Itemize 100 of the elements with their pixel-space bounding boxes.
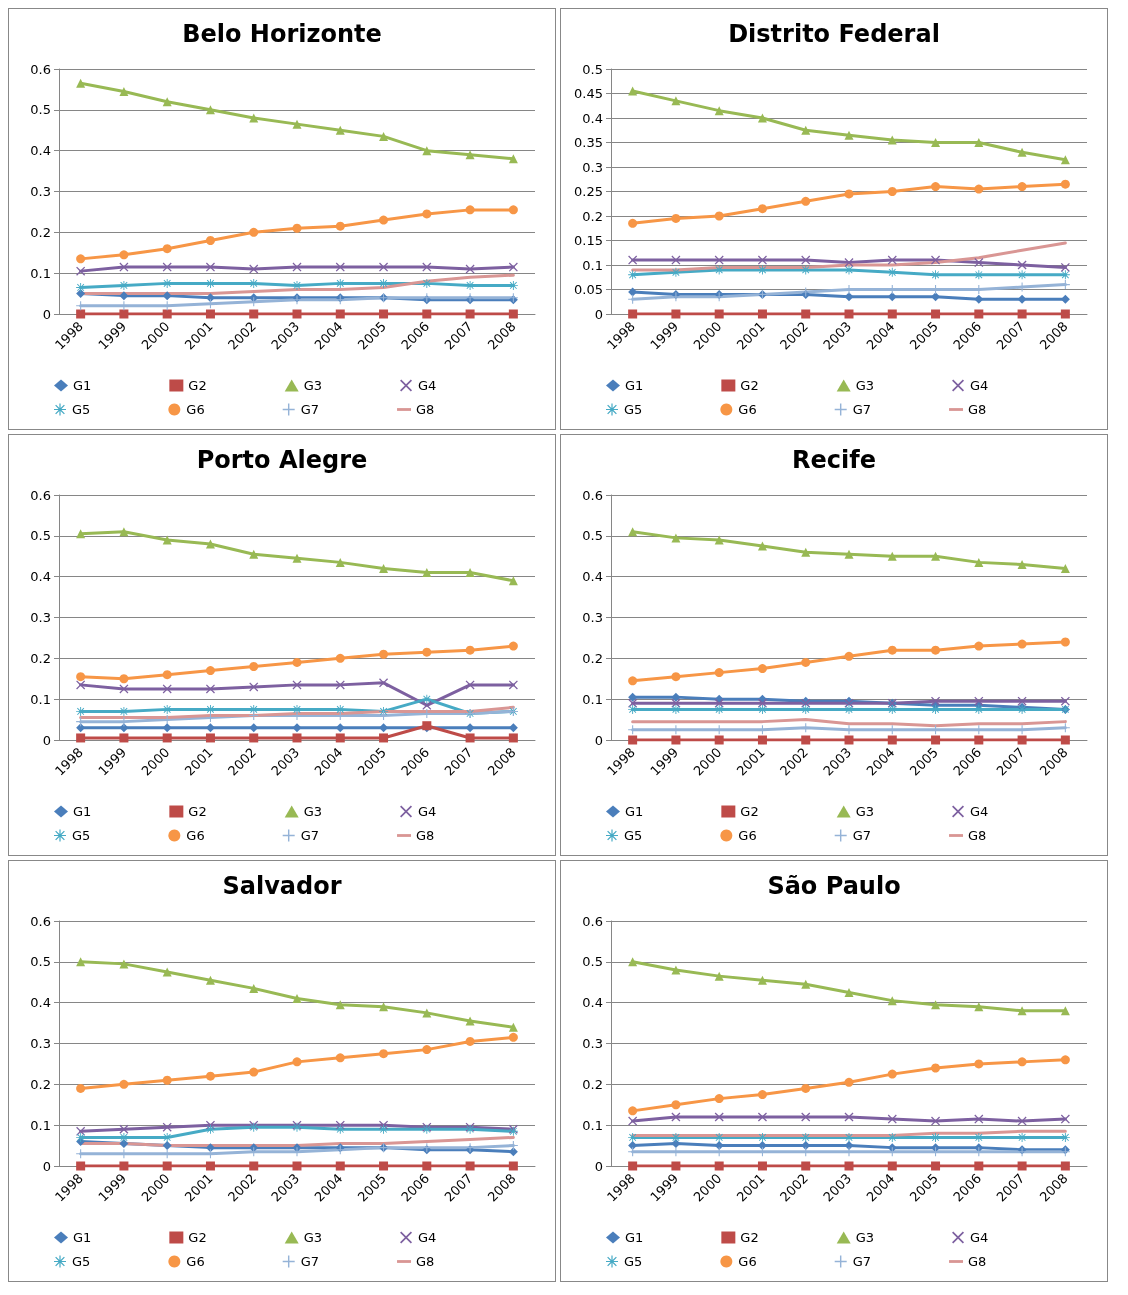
- y-tick-label: 0.1: [30, 1117, 51, 1133]
- chart-title: São Paulo: [767, 872, 901, 900]
- legend-label: G5: [72, 402, 91, 417]
- legend-label: G6: [738, 1254, 757, 1269]
- legend-label: G1: [625, 378, 644, 393]
- y-tick-label: 0.3: [30, 184, 51, 199]
- y-tick-label: 0.1: [582, 257, 603, 273]
- y-tick-label: 0.4: [582, 995, 603, 1011]
- legend-label: G3: [855, 378, 875, 393]
- legend-label: G1: [73, 804, 92, 819]
- y-tick-label: 0.3: [582, 1036, 603, 1051]
- y-tick-label: 0.2: [582, 208, 603, 224]
- legend-label: G6: [738, 828, 757, 843]
- y-tick-label: 0.1: [30, 691, 51, 707]
- legend-label: G8: [416, 402, 435, 417]
- legend-label: G6: [186, 1254, 205, 1269]
- legend-label: G6: [186, 828, 205, 843]
- y-tick-label: 0.3: [582, 610, 603, 625]
- y-tick-label: 0.25: [574, 184, 603, 199]
- chart-title: Salvador: [222, 872, 342, 900]
- legend-label: G7: [852, 402, 872, 417]
- legend-label: G2: [740, 378, 759, 393]
- legend-label: G4: [418, 804, 437, 819]
- y-tick-label: 0.3: [30, 1036, 51, 1051]
- y-tick-label: 0.2: [582, 650, 603, 666]
- y-tick-label: 0: [594, 732, 603, 748]
- y-tick-label: 0.6: [30, 913, 51, 929]
- legend-label: G5: [624, 402, 643, 417]
- y-tick-label: 0.3: [30, 610, 51, 625]
- y-tick-label: 0.6: [582, 487, 603, 503]
- legend-label: G4: [970, 1230, 989, 1245]
- y-tick-label: 0.1: [582, 691, 603, 707]
- y-tick-label: 0.6: [30, 487, 51, 503]
- legend-label: G1: [625, 1230, 644, 1245]
- y-tick-label: 0.3: [582, 159, 603, 175]
- y-tick-label: 0: [42, 306, 51, 322]
- legend-label: G1: [73, 378, 92, 393]
- y-tick-label: 0.2: [30, 224, 51, 240]
- legend-label: G2: [188, 378, 207, 393]
- y-tick-label: 0.5: [30, 102, 51, 118]
- chart-title: Distrito Federal: [728, 20, 940, 48]
- legend-label: G7: [300, 828, 320, 843]
- chart-title: Recife: [792, 446, 876, 474]
- y-tick-label: 0: [594, 1158, 603, 1174]
- y-tick-label: 0.2: [30, 650, 51, 666]
- y-tick-label: 0.45: [574, 86, 603, 101]
- y-tick-label: 0.6: [30, 61, 51, 77]
- y-tick-label: 0.15: [574, 233, 603, 248]
- legend-label: G5: [624, 828, 643, 843]
- legend-label: G7: [852, 1254, 872, 1269]
- y-tick-label: 0.4: [582, 110, 603, 126]
- legend-label: G5: [72, 1254, 91, 1269]
- y-tick-label: 0.5: [582, 61, 603, 77]
- legend-label: G8: [968, 402, 987, 417]
- legend-label: G7: [300, 1254, 320, 1269]
- y-tick-label: 0.5: [30, 528, 51, 544]
- legend-label: G1: [73, 1230, 92, 1245]
- y-tick-label: 0: [42, 1158, 51, 1174]
- y-tick-label: 0: [594, 306, 603, 322]
- legend-label: G4: [418, 1230, 437, 1245]
- legend-label: G2: [740, 1230, 759, 1245]
- y-tick-label: 0.2: [582, 1076, 603, 1092]
- legend-label: G7: [300, 402, 320, 417]
- legend-label: G5: [72, 828, 91, 843]
- chart-title: Porto Alegre: [196, 446, 368, 474]
- legend-label: G8: [416, 828, 435, 843]
- y-tick-label: 0: [42, 732, 51, 748]
- y-tick-label: 0.5: [30, 954, 51, 970]
- y-tick-label: 0.1: [30, 265, 51, 281]
- legend-label: G6: [186, 402, 205, 417]
- legend-label: G7: [852, 828, 872, 843]
- legend-label: G4: [970, 804, 989, 819]
- legend-label: G3: [303, 804, 323, 819]
- legend-label: G8: [416, 1254, 435, 1269]
- legend-label: G1: [625, 804, 644, 819]
- y-tick-label: 0.4: [582, 569, 603, 585]
- legend-label: G3: [303, 378, 323, 393]
- legend-label: G3: [855, 804, 875, 819]
- y-tick-label: 0.5: [582, 954, 603, 970]
- legend-label: G2: [188, 804, 207, 819]
- y-tick-label: 0.6: [582, 913, 603, 929]
- y-tick-label: 0.1: [582, 1117, 603, 1133]
- y-tick-label: 0.4: [30, 995, 51, 1011]
- y-tick-label: 0.5: [582, 528, 603, 544]
- legend-label: G4: [970, 378, 989, 393]
- legend-label: G3: [855, 1230, 875, 1245]
- y-tick-label: 0.05: [574, 282, 603, 297]
- legend-label: G2: [188, 1230, 207, 1245]
- legend-label: G6: [738, 402, 757, 417]
- legend-label: G5: [624, 1254, 643, 1269]
- y-tick-label: 0.35: [574, 135, 603, 150]
- y-tick-label: 0.2: [30, 1076, 51, 1092]
- legend-label: G8: [968, 1254, 987, 1269]
- legend-label: G4: [418, 378, 437, 393]
- y-tick-label: 0.4: [30, 569, 51, 585]
- legend-label: G3: [303, 1230, 323, 1245]
- y-tick-label: 0.4: [30, 143, 51, 159]
- legend-label: G2: [740, 804, 759, 819]
- legend-label: G8: [968, 828, 987, 843]
- chart-title: Belo Horizonte: [182, 20, 382, 48]
